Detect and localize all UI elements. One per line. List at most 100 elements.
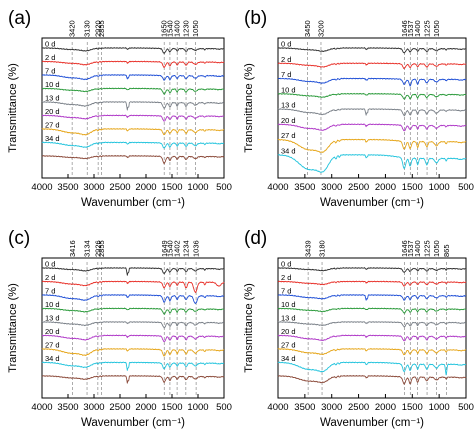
y-axis-label: Transmittance (%) (7, 63, 19, 152)
marker-label: 3439 (304, 240, 313, 257)
series-label: 13 d (45, 313, 60, 322)
marker-label: 1402 (173, 240, 182, 257)
marker-label: 1649 (160, 240, 169, 257)
spectrum-line (277, 267, 467, 273)
series-label: 0 d (45, 260, 55, 269)
marker-label: 1400 (173, 20, 182, 37)
marker-label: 3130 (83, 20, 92, 37)
x-axis-label: Wavenumber (cm⁻¹) (81, 197, 185, 209)
y-axis-label: Transmittance (%) (243, 63, 255, 152)
spectrum-line (277, 92, 467, 100)
plot-frame (277, 37, 467, 179)
series-label: 2 d (45, 273, 55, 282)
x-tick-label: 500 (216, 402, 232, 413)
x-tick-label: 500 (216, 182, 232, 193)
marker-label: 3134 (83, 240, 92, 257)
spectrum-line (277, 108, 466, 117)
marker-label: 1230 (182, 20, 191, 37)
spectrum-line (277, 375, 467, 385)
chart-panel: (c) 4000 3500 3000 2500 2000 1500 1000 500 Wavenu… (7, 228, 232, 429)
series-label: 20 d (45, 327, 60, 336)
marker-label: 3180 (318, 240, 327, 257)
plot-frame (277, 257, 467, 399)
marker-label: 1400 (413, 240, 422, 257)
chart-panel: (b) 4000 3500 3000 2500 2000 1500 1000 500 Wavenu… (243, 8, 474, 209)
series-label: 10 d (281, 300, 296, 309)
marker-label: 1234 (181, 240, 190, 257)
panel-label: (d) (244, 228, 267, 249)
series-label: 10 d (45, 80, 60, 89)
marker-label: 1540 (165, 20, 174, 37)
spectrum-line (41, 307, 225, 315)
series-label: 20 d (45, 107, 60, 116)
x-tick-label: 1500 (161, 402, 182, 413)
series-label: 27 d (281, 131, 296, 140)
x-tick-label: 2000 (135, 402, 156, 413)
series-label: 27 d (45, 120, 60, 129)
marker-label: 1050 (432, 20, 441, 37)
spectrum-line (277, 62, 467, 70)
x-tick-label: 3500 (57, 182, 78, 193)
x-tick-label: 3000 (83, 402, 104, 413)
x-tick-label: 4000 (31, 182, 52, 193)
spectrum-line (277, 307, 467, 314)
panel-label: (b) (244, 8, 267, 29)
spectrum-line (277, 154, 467, 173)
marker-label: 3416 (68, 240, 77, 257)
spectrum-line (277, 123, 467, 132)
plot-frame (41, 37, 225, 179)
series-label: 13 d (281, 101, 296, 110)
series-label: 7 d (281, 286, 291, 295)
x-tick-label: 500 (458, 402, 474, 413)
marker-label: 1537 (406, 240, 415, 257)
x-tick-label: 2500 (109, 402, 130, 413)
marker-label: 2855 (97, 20, 106, 37)
series-label: 7 d (45, 66, 55, 75)
panel-label: (a) (8, 8, 31, 29)
x-tick-label: 2500 (109, 182, 130, 193)
spectrum-line (277, 280, 467, 287)
spectrum-line (277, 138, 467, 153)
spectrum-line (41, 321, 224, 329)
marker-label: 1050 (191, 20, 200, 37)
x-tick-label: 3000 (321, 182, 342, 193)
x-tick-label: 1000 (429, 182, 450, 193)
series-label: 2 d (45, 53, 55, 62)
x-tick-label: 1000 (429, 402, 450, 413)
x-tick-label: 3500 (294, 402, 315, 413)
spectrum-line (41, 128, 225, 136)
series-label: 34 d (281, 354, 296, 363)
spectrum-line (41, 60, 225, 68)
series-label: 27 d (281, 340, 296, 349)
spectrum-line (277, 77, 467, 87)
spectrum-line (277, 361, 467, 376)
spectrum-line (277, 334, 467, 342)
series-label: 34 d (45, 354, 60, 363)
marker-label: 1650 (160, 20, 169, 37)
marker-label: 2926 (93, 240, 102, 257)
marker-label: 1036 (192, 240, 201, 257)
x-tick-label: 4000 (31, 402, 52, 413)
marker-label: 1646 (400, 20, 409, 37)
marker-label: 1225 (423, 20, 432, 37)
spectrum-line (41, 47, 225, 54)
chart-panel: (a) 4000 3500 3000 2500 2000 1500 1000 500 Wavenu… (7, 8, 232, 209)
x-tick-label: 4000 (267, 402, 288, 413)
marker-label: 1225 (423, 240, 432, 257)
marker-label: 1400 (413, 20, 422, 37)
x-tick-label: 1500 (402, 402, 423, 413)
spectrum-line (41, 280, 225, 294)
x-tick-label: 2500 (348, 402, 369, 413)
marker-label: 1540 (165, 240, 174, 257)
spectrum-line (277, 47, 467, 54)
x-tick-label: 3000 (83, 182, 104, 193)
x-tick-label: 4000 (267, 182, 288, 193)
series-label: 7 d (45, 286, 55, 295)
series-label: 0 d (281, 260, 291, 269)
series-label: 2 d (281, 55, 291, 64)
series-label: 7 d (281, 70, 291, 79)
series-label: 34 d (45, 134, 60, 143)
x-axis-label: Wavenumber (cm⁻¹) (320, 197, 424, 209)
spectrum-line (41, 267, 225, 276)
marker-label: 1050 (432, 240, 441, 257)
